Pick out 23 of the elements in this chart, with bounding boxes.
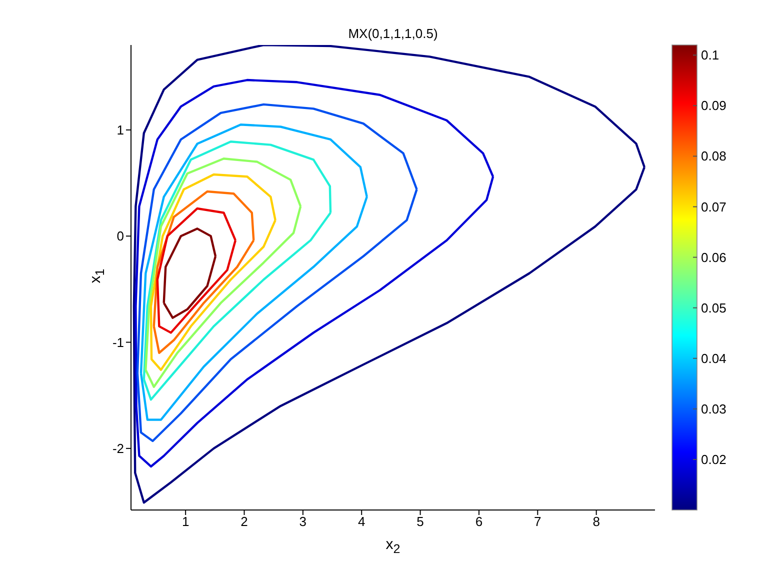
x-tick-label: 1 <box>182 514 190 530</box>
color-bar-label: 0.03 <box>701 401 726 416</box>
x-tick-label: 5 <box>416 514 424 530</box>
x-axis-title: x$_{2}$ <box>384 536 402 556</box>
color-bar-label: 0.02 <box>701 452 726 468</box>
x-tick-label: 6 <box>475 514 483 530</box>
x-tick-label: 3 <box>299 514 307 530</box>
y-tick-label: 1 <box>116 122 124 138</box>
x-tick-label: 4 <box>358 514 366 530</box>
color-bar-label: 0.09 <box>701 98 726 114</box>
y-tick-label: -2 <box>112 441 124 456</box>
color-bar-label: 0.04 <box>701 350 726 366</box>
y-tick-label: 0 <box>116 228 124 244</box>
y-tick-label: -1 <box>112 334 124 350</box>
color-bar-label: 0.06 <box>701 250 726 265</box>
x-tick-label: 2 <box>240 514 248 530</box>
x-tick-label: 7 <box>534 514 542 530</box>
color-bar-label: 0.1 <box>701 48 720 63</box>
chart-title: MX(0,1,1,1,0.5) <box>347 26 439 41</box>
color-bar-label: 0.05 <box>701 300 726 316</box>
color-bar-label: 0.08 <box>701 148 726 164</box>
color-bar-label: 0.07 <box>701 199 726 214</box>
x-tick-label: 8 <box>592 514 600 530</box>
